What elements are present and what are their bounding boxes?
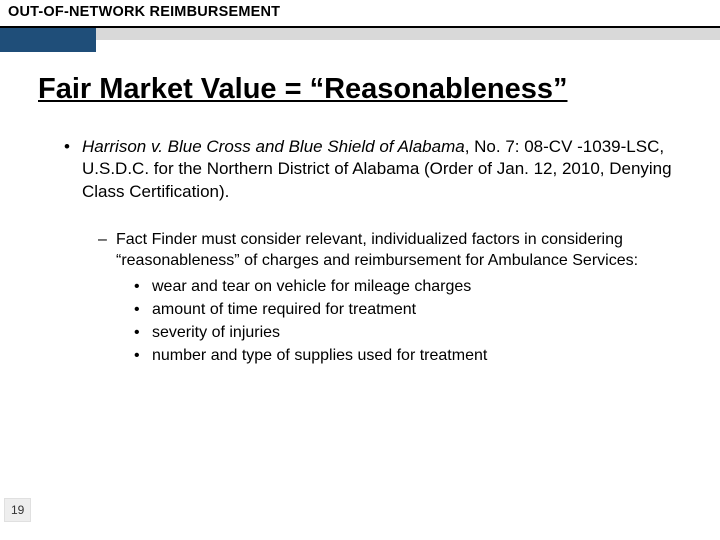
factor-text: amount of time required for treatment xyxy=(152,299,416,320)
header-accent-block xyxy=(0,28,96,52)
bullet-marker: • xyxy=(134,322,152,343)
page-number: 19 xyxy=(11,503,24,517)
bullet-factor: • number and type of supplies used for t… xyxy=(134,345,672,366)
bullet-marker: • xyxy=(64,136,82,203)
dash-marker: – xyxy=(98,229,116,271)
factor-text: severity of injuries xyxy=(152,322,280,343)
case-name: Harrison v. Blue Cross and Blue Shield o… xyxy=(82,137,465,156)
bullet-factor: • wear and tear on vehicle for mileage c… xyxy=(134,276,672,297)
slide-content: • Harrison v. Blue Cross and Blue Shield… xyxy=(64,136,672,368)
bullet-marker: • xyxy=(134,299,152,320)
bullet-case-citation: • Harrison v. Blue Cross and Blue Shield… xyxy=(64,136,672,203)
bullet-factor: • amount of time required for treatment xyxy=(134,299,672,320)
slide-title: Fair Market Value = “Reasonableness” xyxy=(38,72,696,107)
bullet-marker: • xyxy=(134,276,152,297)
header-grey-band xyxy=(0,28,720,40)
bullet-factor: • severity of injuries xyxy=(134,322,672,343)
bullet-text: Harrison v. Blue Cross and Blue Shield o… xyxy=(82,136,672,203)
bullet-marker: • xyxy=(134,345,152,366)
slide-header: OUT-OF-NETWORK REIMBURSEMENT xyxy=(0,0,720,34)
page-number-box: 19 xyxy=(4,498,31,522)
slide: OUT-OF-NETWORK REIMBURSEMENT Fair Market… xyxy=(0,0,720,540)
bullet-text: Fact Finder must consider relevant, indi… xyxy=(116,229,672,271)
factor-text: number and type of supplies used for tre… xyxy=(152,345,487,366)
bullet-fact-finder: – Fact Finder must consider relevant, in… xyxy=(98,229,672,271)
factor-text: wear and tear on vehicle for mileage cha… xyxy=(152,276,471,297)
section-title: OUT-OF-NETWORK REIMBURSEMENT xyxy=(8,4,280,20)
